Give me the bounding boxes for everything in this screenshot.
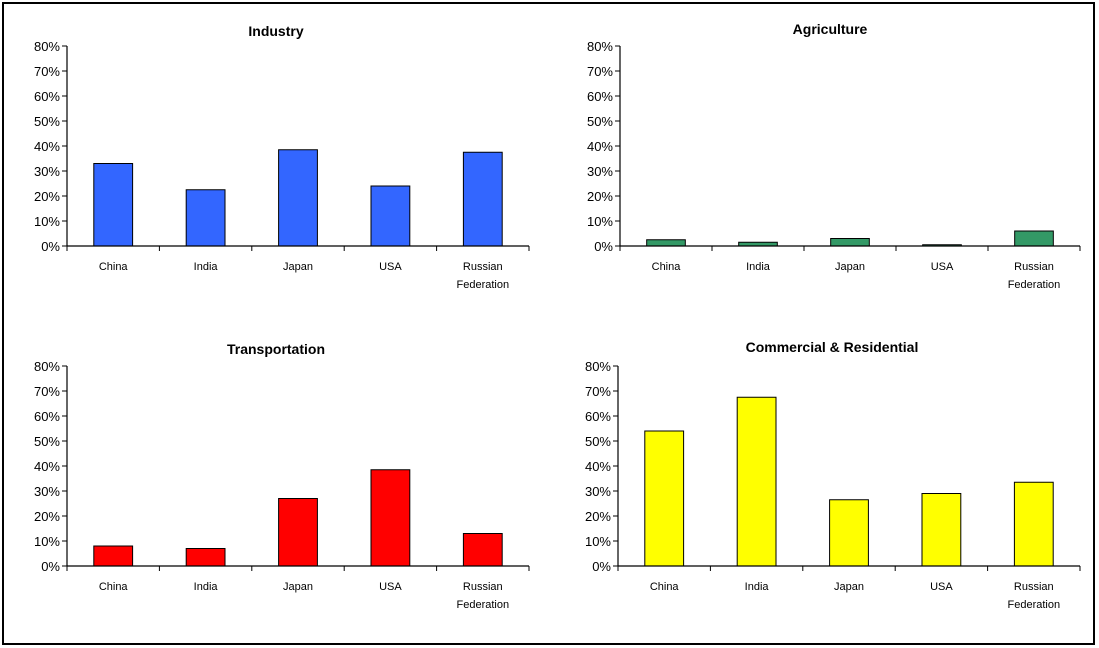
industry-chart: Industry 0% 10% 20% 30% 40% 50% 60% 70% 80% China I… [34,23,530,291]
x-tick-label: Russian [463,581,503,593]
y-tick-label: 70% [585,384,611,399]
x-tick-label: Japan [835,261,865,273]
y-tick-label: 70% [587,64,613,79]
x-tick-label: India [746,261,771,273]
y-tick-label: 0% [41,559,60,574]
y-tick-label: 10% [587,214,613,229]
y-tick-label: 20% [585,509,611,524]
bar-japan [278,149,318,247]
x-tick-label: Federation [1008,599,1061,611]
x-tick-label: Russian [1014,261,1054,273]
bar-japan [829,499,869,567]
x-tick-label: Russian [1014,581,1054,593]
transportation-title: Transportation [227,341,325,357]
y-tick-label: 50% [34,434,60,449]
y-tick-label: 10% [585,534,611,549]
x-tick-label: Federation [457,279,510,291]
y-tick-label: 70% [34,64,60,79]
y-tick-label: 60% [587,89,613,104]
bar-usa [921,493,962,567]
y-tick-label: 10% [34,534,60,549]
commercial-residential-title: Commercial & Residential [746,339,919,355]
bar-usa [370,185,411,247]
x-tick-label: Japan [834,581,864,593]
y-tick-label: 0% [41,239,60,254]
agriculture-title: Agriculture [793,21,868,37]
industry-title: Industry [248,23,303,39]
y-tick-label: 0% [592,559,611,574]
y-tick-label: 80% [34,39,60,54]
x-tick-label: USA [379,261,402,273]
transportation-chart: Transportation 0% 10% 20% 30% 40% 50% 60% 70% 80%… [34,341,530,611]
y-tick-label: 40% [34,459,60,474]
y-tick-label: 60% [34,409,60,424]
x-tick-label: India [194,261,219,273]
bar-india [185,189,226,247]
y-tick-label: 30% [585,484,611,499]
commercial-residential-chart: Commercial & Residential 0% 10% 20% 30% 40% 50… [585,339,1081,611]
bar-russian-federation [1013,481,1054,567]
y-tick-label: 40% [587,139,613,154]
y-tick-label: 30% [587,164,613,179]
y-tick-label: 40% [585,459,611,474]
x-tick-label: USA [931,261,954,273]
bar-japan [830,238,870,247]
y-tick-label: 20% [34,189,60,204]
y-tick-label: 30% [34,164,60,179]
y-tick-label: 20% [587,189,613,204]
bar-japan [278,498,318,567]
bar-china [644,430,685,567]
y-tick-label: 20% [34,509,60,524]
x-tick-label: China [650,581,680,593]
x-tick-label: India [745,581,770,593]
bar-russian-federation [462,151,503,247]
x-tick-label: Japan [283,581,313,593]
x-tick-label: China [99,261,129,273]
bar-china [93,163,134,247]
bar-india [185,548,226,567]
x-tick-label: India [194,581,219,593]
x-tick-label: China [652,261,682,273]
y-tick-label: 50% [585,434,611,449]
y-tick-label: 40% [34,139,60,154]
bar-usa [370,469,411,567]
y-tick-label: 70% [34,384,60,399]
y-tick-label: 80% [587,39,613,54]
y-tick-label: 80% [34,359,60,374]
y-tick-label: 50% [34,114,60,129]
y-tick-label: 0% [594,239,613,254]
x-tick-label: China [99,581,129,593]
y-tick-label: 80% [585,359,611,374]
x-tick-label: USA [930,581,953,593]
x-tick-label: Federation [457,599,510,611]
x-tick-label: Russian [463,261,503,273]
bar-russian-federation [462,533,503,567]
y-tick-label: 60% [34,89,60,104]
agriculture-chart: Agriculture 0% 10% 20% 30% 40% 50% 60% 70% 80% Chi… [587,21,1081,291]
y-tick-label: 30% [34,484,60,499]
bar-russian-federation [1014,230,1054,247]
y-tick-label: 60% [585,409,611,424]
bar-india [736,396,777,567]
bar-china [646,239,686,247]
y-tick-label: 10% [34,214,60,229]
bar-china [93,545,134,567]
x-tick-label: USA [379,581,402,593]
y-tick-label: 50% [587,114,613,129]
x-tick-label: Japan [283,261,313,273]
x-tick-label: Federation [1008,279,1061,291]
